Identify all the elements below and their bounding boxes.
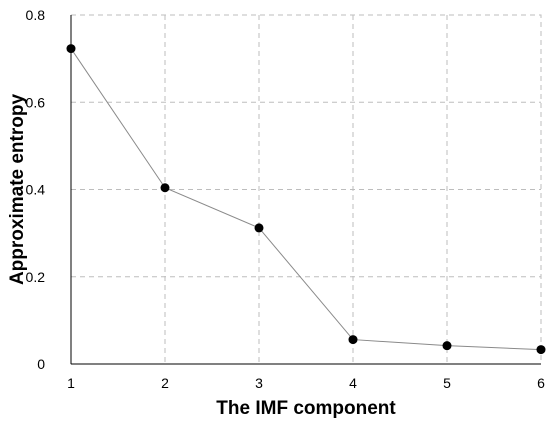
data-point (442, 341, 452, 351)
y-tick-label: 0.2 (26, 269, 46, 285)
grid-lines (71, 15, 541, 364)
data-point (536, 345, 546, 355)
x-tick-label: 5 (443, 375, 451, 391)
data-point (348, 335, 358, 345)
y-axis-title: Approximate entropy (7, 94, 28, 286)
series-line (70, 48, 542, 351)
x-tick-label: 1 (67, 375, 75, 391)
y-tick-labels: 0 0.2 0.4 0.6 0.8 (26, 7, 46, 372)
x-axis-title: The IMF component (216, 398, 396, 419)
x-tick-label: 6 (537, 375, 545, 391)
y-tick-label: 0.6 (26, 94, 46, 110)
y-tick-label: 0.8 (26, 7, 46, 23)
y-tick-label: 0 (37, 356, 45, 372)
data-points (66, 44, 546, 355)
x-tick-label: 3 (255, 375, 263, 391)
y-tick-label: 0.4 (26, 182, 46, 198)
data-point (66, 44, 76, 54)
data-point (254, 223, 264, 233)
x-tick-labels: 1 2 3 4 5 6 (67, 375, 545, 391)
data-point (160, 183, 170, 193)
x-tick-label: 2 (161, 375, 169, 391)
x-tick-label: 4 (349, 375, 357, 391)
